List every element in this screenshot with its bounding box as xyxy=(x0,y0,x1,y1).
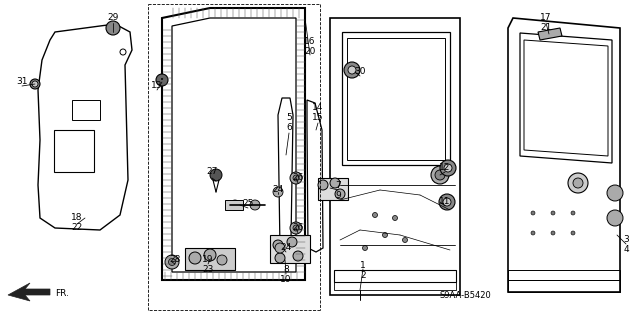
Bar xyxy=(54,130,94,172)
Circle shape xyxy=(30,79,40,89)
Text: 12: 12 xyxy=(439,164,451,173)
Circle shape xyxy=(568,173,588,193)
Text: 30: 30 xyxy=(355,68,365,77)
Text: 26: 26 xyxy=(292,174,304,182)
Text: 19: 19 xyxy=(202,256,214,264)
Circle shape xyxy=(293,175,299,181)
Circle shape xyxy=(435,170,445,180)
Text: 27: 27 xyxy=(206,167,218,176)
Circle shape xyxy=(217,255,227,265)
Circle shape xyxy=(168,258,175,265)
Circle shape xyxy=(156,74,168,86)
Text: 24: 24 xyxy=(280,243,292,253)
Circle shape xyxy=(531,211,535,215)
Circle shape xyxy=(32,81,38,87)
Text: 18: 18 xyxy=(71,213,83,222)
Text: 1: 1 xyxy=(360,261,366,270)
Circle shape xyxy=(273,240,283,250)
Text: 23: 23 xyxy=(202,265,214,275)
Circle shape xyxy=(443,198,451,206)
Circle shape xyxy=(189,252,201,264)
Circle shape xyxy=(571,231,575,235)
Circle shape xyxy=(293,251,303,261)
Circle shape xyxy=(607,210,623,226)
Circle shape xyxy=(573,178,583,188)
Text: 17: 17 xyxy=(540,13,552,23)
Circle shape xyxy=(551,211,555,215)
Circle shape xyxy=(204,249,216,261)
Text: 31: 31 xyxy=(16,78,28,86)
Circle shape xyxy=(439,194,455,210)
Text: 7: 7 xyxy=(335,182,341,190)
Circle shape xyxy=(571,211,575,215)
Bar xyxy=(508,270,620,280)
Text: 9: 9 xyxy=(335,191,341,201)
Circle shape xyxy=(287,237,297,247)
Text: S9AA-B5420: S9AA-B5420 xyxy=(439,291,491,300)
Circle shape xyxy=(335,189,345,199)
Bar xyxy=(270,235,310,263)
Polygon shape xyxy=(8,283,50,301)
Text: 5: 5 xyxy=(286,114,292,122)
Text: 13: 13 xyxy=(151,80,163,90)
Circle shape xyxy=(348,66,356,74)
Text: 3: 3 xyxy=(623,235,629,244)
Circle shape xyxy=(318,180,328,190)
Bar xyxy=(334,270,456,282)
Bar xyxy=(508,280,620,292)
Bar xyxy=(225,200,243,210)
Text: 4: 4 xyxy=(623,246,629,255)
Text: •: • xyxy=(160,77,164,83)
Bar xyxy=(72,100,100,120)
Text: 8: 8 xyxy=(283,265,289,275)
Circle shape xyxy=(250,200,260,210)
Circle shape xyxy=(607,185,623,201)
Text: 29: 29 xyxy=(108,13,118,23)
Text: 16: 16 xyxy=(304,38,316,47)
Text: 6: 6 xyxy=(286,123,292,132)
Circle shape xyxy=(210,169,222,181)
Circle shape xyxy=(392,216,397,220)
Text: 14: 14 xyxy=(312,103,324,113)
Text: FR.: FR. xyxy=(55,288,69,298)
Text: 25: 25 xyxy=(243,199,253,209)
Circle shape xyxy=(275,253,285,263)
Text: 11: 11 xyxy=(439,197,451,206)
Circle shape xyxy=(344,62,360,78)
Text: 24: 24 xyxy=(273,186,284,195)
Text: 10: 10 xyxy=(280,276,292,285)
Bar xyxy=(318,178,348,200)
Circle shape xyxy=(444,164,452,172)
Circle shape xyxy=(531,231,535,235)
Circle shape xyxy=(383,233,387,238)
Text: 2: 2 xyxy=(360,271,366,279)
Text: 26: 26 xyxy=(292,224,304,233)
Text: 28: 28 xyxy=(170,256,180,264)
Circle shape xyxy=(230,200,240,210)
Circle shape xyxy=(330,178,340,188)
Circle shape xyxy=(293,225,299,231)
Bar xyxy=(185,248,235,270)
Circle shape xyxy=(165,255,179,269)
Circle shape xyxy=(440,160,456,176)
Text: 21: 21 xyxy=(540,24,552,33)
Circle shape xyxy=(106,21,120,35)
Circle shape xyxy=(290,172,302,184)
Circle shape xyxy=(362,246,367,250)
Circle shape xyxy=(372,212,378,218)
Text: 22: 22 xyxy=(72,224,83,233)
Circle shape xyxy=(273,187,283,197)
Circle shape xyxy=(431,166,449,184)
Text: 20: 20 xyxy=(304,48,316,56)
Polygon shape xyxy=(538,28,562,40)
Bar xyxy=(334,282,456,290)
Text: 15: 15 xyxy=(312,114,324,122)
Circle shape xyxy=(290,222,302,234)
Circle shape xyxy=(275,243,285,253)
Circle shape xyxy=(551,231,555,235)
Circle shape xyxy=(403,238,408,242)
